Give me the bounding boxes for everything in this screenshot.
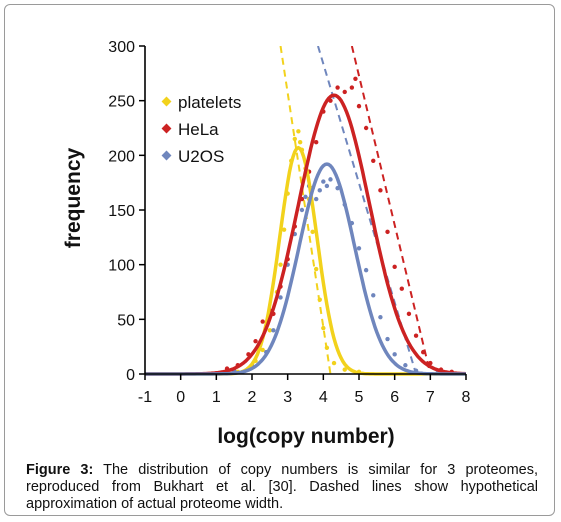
x-tick-label: 6 bbox=[390, 389, 399, 406]
y-tick-label: 200 bbox=[108, 148, 135, 165]
platelets-data-point bbox=[296, 129, 301, 134]
u2os-data-point bbox=[303, 194, 308, 200]
u2os-data-point bbox=[371, 293, 376, 298]
platelets-data-point bbox=[297, 140, 303, 145]
hela-data-point bbox=[314, 140, 319, 145]
hela-data-point bbox=[253, 339, 258, 344]
u2os-data-point bbox=[314, 196, 319, 202]
u2os-data-point bbox=[385, 336, 390, 342]
u2os-data-point bbox=[321, 179, 326, 184]
u2os-data-point bbox=[278, 295, 283, 300]
hela-data-point bbox=[378, 188, 383, 193]
caption-label: Figure 3: bbox=[26, 462, 94, 478]
hela-data-point bbox=[371, 158, 376, 163]
platelets-legend-marker bbox=[161, 96, 172, 107]
u2os-data-point bbox=[271, 328, 276, 333]
u2os-data-point bbox=[324, 183, 330, 189]
platelets-legend-label: platelets bbox=[178, 93, 241, 112]
x-tick-label: 4 bbox=[319, 389, 328, 406]
platelets-data-point bbox=[310, 229, 315, 235]
hela-legend-label: HeLa bbox=[178, 120, 219, 139]
u2os-legend-label: U2OS bbox=[178, 147, 224, 166]
u2os-data-point bbox=[356, 246, 362, 251]
hela-data-point bbox=[406, 311, 412, 317]
hela-data-point bbox=[353, 76, 358, 82]
platelets-dashed-line bbox=[279, 46, 332, 375]
hela-data-point bbox=[399, 286, 404, 291]
platelets-data-point bbox=[314, 266, 319, 272]
legend: platelets HeLa U2OS bbox=[161, 93, 241, 166]
u2os-data-point bbox=[328, 177, 333, 182]
platelets-data-point bbox=[292, 136, 297, 142]
u2os-legend-marker bbox=[161, 150, 172, 161]
hela-data-point bbox=[342, 89, 347, 95]
u2os-data-point bbox=[363, 267, 369, 273]
x-tick-label: 3 bbox=[283, 389, 292, 406]
u2os-data-point bbox=[317, 188, 322, 193]
platelets-data-point bbox=[342, 367, 347, 372]
figure-caption: Figure 3: The distribution of copy numbe… bbox=[26, 462, 538, 513]
platelets-data-point bbox=[267, 328, 273, 333]
platelets-data-point bbox=[281, 227, 287, 232]
x-axis-label: log(copy number) bbox=[217, 425, 394, 448]
hela-data-point bbox=[421, 349, 426, 355]
x-tick-label: 1 bbox=[212, 389, 221, 406]
x-tick-label: 7 bbox=[426, 389, 435, 406]
y-axis-label: frequency bbox=[62, 148, 85, 249]
platelets-data-point bbox=[278, 262, 283, 267]
platelets-data-point bbox=[260, 347, 265, 353]
platelets-data-point bbox=[317, 297, 322, 302]
u2os-dashed-line bbox=[317, 46, 418, 375]
u2os-data-point bbox=[299, 207, 305, 213]
y-tick-label: 250 bbox=[108, 94, 135, 111]
hela-data-point bbox=[260, 319, 265, 324]
figure-frame bbox=[4, 4, 555, 516]
y-tick-label: 100 bbox=[108, 258, 135, 275]
hela-data-point bbox=[349, 85, 355, 90]
y-tick-label: 150 bbox=[108, 203, 135, 220]
x-tick-label: 8 bbox=[462, 389, 471, 406]
hela-data-point bbox=[356, 103, 362, 109]
hela-dashed-line bbox=[350, 46, 432, 375]
y-tick-label: 0 bbox=[126, 367, 135, 384]
x-tick-label: -1 bbox=[138, 389, 152, 406]
hela-data-point bbox=[363, 125, 369, 131]
x-tick-label: 0 bbox=[176, 389, 185, 406]
platelets-data-point bbox=[331, 360, 337, 366]
u2os-data-point bbox=[392, 352, 397, 357]
u2os-data-point bbox=[378, 314, 383, 320]
platelets-data-point bbox=[321, 325, 326, 331]
hela-data-point bbox=[385, 229, 390, 235]
hela-legend-marker bbox=[161, 123, 172, 134]
y-tick-label: 50 bbox=[117, 312, 135, 329]
platelets-fit-curve bbox=[145, 145, 466, 376]
x-tick-label: 2 bbox=[248, 389, 257, 406]
caption-text: The distribution of copy numbers is simi… bbox=[26, 462, 538, 512]
hela-data-point bbox=[392, 264, 397, 270]
hela-data-point bbox=[413, 333, 419, 338]
x-tick-label: 5 bbox=[355, 389, 364, 406]
y-tick-label: 300 bbox=[108, 39, 135, 56]
platelets-data-point bbox=[324, 345, 330, 350]
hela-data-point bbox=[335, 85, 340, 90]
u2os-data-point bbox=[403, 363, 408, 368]
